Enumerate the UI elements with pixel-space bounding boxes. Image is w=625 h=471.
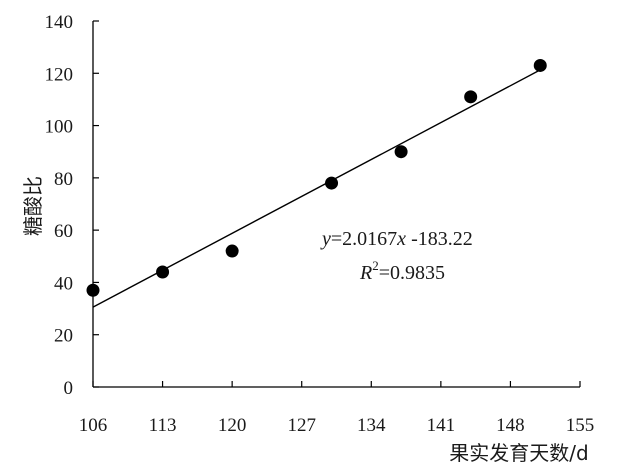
y-tick-label: 0 [64, 378, 74, 399]
data-point [325, 176, 339, 190]
y-tick-label: 60 [54, 221, 73, 242]
x-ticks: 106 113 120 127 134 141 148 155 [79, 381, 595, 436]
equation-x: x [396, 228, 406, 250]
r-squared-exponent: 2 [372, 258, 379, 273]
x-tick-label: 134 [357, 415, 386, 436]
x-tick-label: 106 [79, 415, 108, 436]
regression-equation: y=2.0167x -183.22 [320, 228, 473, 250]
y-tick-label: 140 [45, 12, 74, 33]
equation-intercept: -183.22 [406, 228, 473, 250]
data-point [225, 244, 239, 258]
y-ticks: 0 20 40 60 80 100 120 140 [45, 12, 99, 399]
data-point [394, 145, 408, 159]
y-tick-label: 80 [54, 169, 73, 190]
x-tick-label: 113 [149, 415, 177, 436]
data-point [86, 283, 100, 297]
r-symbol: R [359, 262, 372, 284]
data-point [533, 58, 547, 72]
x-tick-label: 120 [218, 415, 247, 436]
trendline-group [92, 69, 541, 308]
x-tick-label: 141 [427, 415, 456, 436]
data-point [156, 265, 170, 279]
x-tick-label: 148 [496, 415, 525, 436]
x-axis-label: 果实发育天数/d [449, 441, 588, 465]
y-axis-label: 糖酸比 [21, 176, 45, 236]
data-points [86, 58, 547, 297]
r-squared: R2=0.9835 [359, 258, 445, 284]
r-squared-value: =0.9835 [379, 262, 445, 284]
y-tick-label: 40 [54, 273, 73, 294]
trend-line [92, 69, 541, 308]
data-point [464, 90, 478, 104]
equation-y: y [320, 228, 331, 250]
y-tick-label: 100 [45, 117, 74, 138]
equation-slope: =2.0167 [331, 228, 397, 250]
x-tick-label: 155 [566, 415, 595, 436]
x-tick-label: 127 [287, 415, 316, 436]
axes [92, 21, 580, 388]
y-tick-label: 120 [45, 64, 74, 85]
y-tick-label: 20 [54, 326, 73, 347]
